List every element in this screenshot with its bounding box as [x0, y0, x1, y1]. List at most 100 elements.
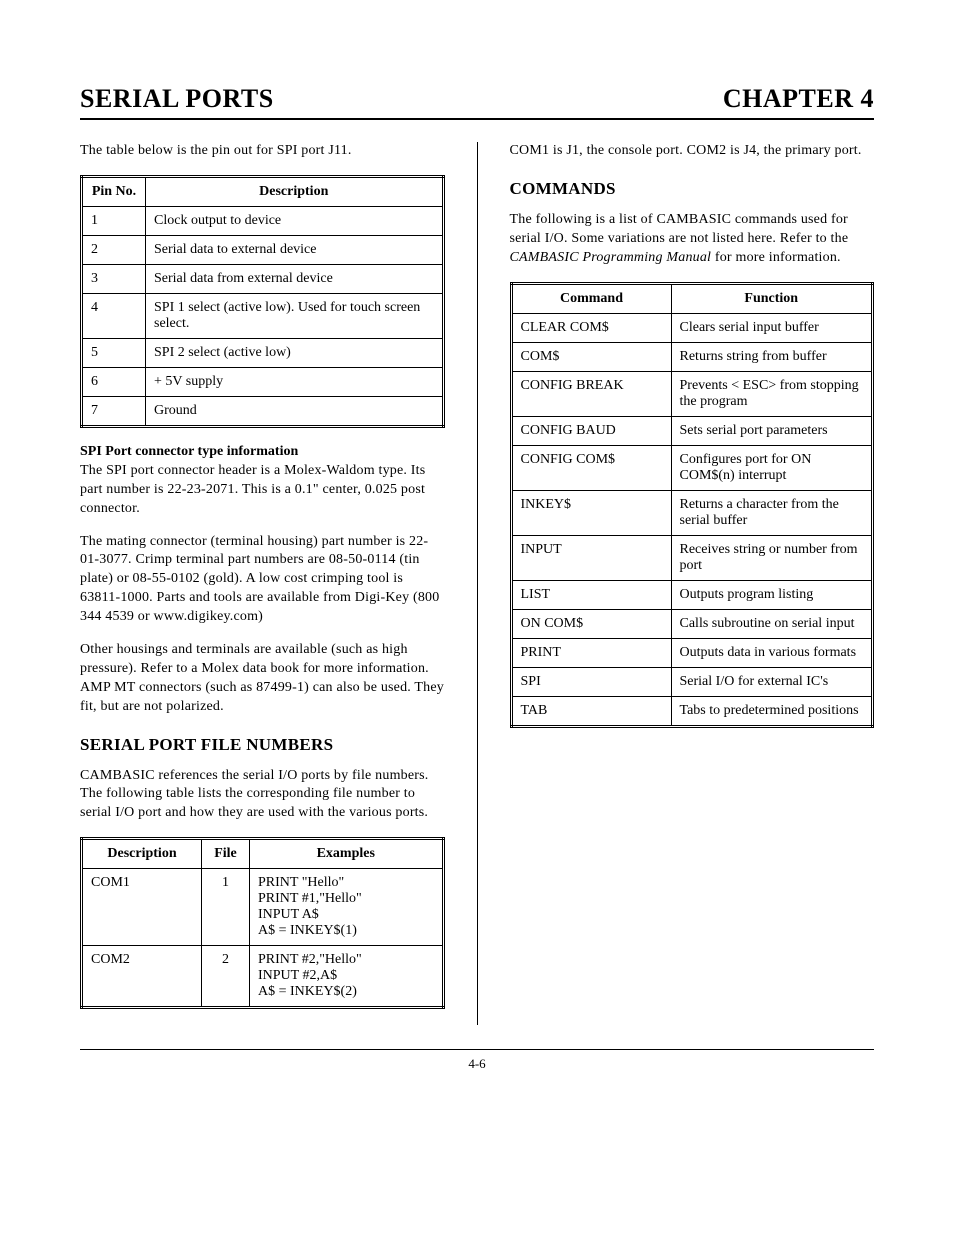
spi-paragraph-1: The SPI port connector header is a Molex… [80, 462, 445, 519]
file-examples-header: Examples [250, 839, 444, 869]
page-header: SERIAL PORTS CHAPTER 4 [80, 84, 874, 120]
table-row: COM$Returns string from buffer [511, 342, 873, 371]
table-row: COM1 1 PRINT "Hello" PRINT #1,"Hello" IN… [82, 869, 444, 946]
spi-paragraph-3: Other housings and terminals are availab… [80, 641, 445, 717]
table-row: CONFIG BREAKPrevents < ESC> from stoppin… [511, 371, 873, 416]
commands-ital: CAMBASIC Programming Manual [510, 250, 712, 265]
desc-cell: Serial data from external device [146, 264, 444, 293]
desc-cell: + 5V supply [146, 367, 444, 396]
table-row: SPISerial I/O for external IC's [511, 667, 873, 696]
file-table: Description File Examples COM1 1 PRINT "… [80, 837, 445, 1009]
func-cell: Returns a character from the serial buff… [671, 490, 873, 535]
file-examples-cell: PRINT "Hello" PRINT #1,"Hello" INPUT A$ … [250, 869, 444, 946]
cmd-cell: CLEAR COM$ [511, 313, 671, 342]
func-cell: Prevents < ESC> from stopping the progra… [671, 371, 873, 416]
table-row: PRINTOutputs data in various formats [511, 638, 873, 667]
func-cell: Calls subroutine on serial input [671, 609, 873, 638]
cmd-cell: CONFIG BREAK [511, 371, 671, 416]
table-row: ON COM$Calls subroutine on serial input [511, 609, 873, 638]
commands-table: Command Function CLEAR COM$Clears serial… [510, 282, 875, 728]
table-row: CLEAR COM$Clears serial input buffer [511, 313, 873, 342]
cmd-cell: INPUT [511, 535, 671, 580]
pin-cell: 3 [82, 264, 146, 293]
table-header-row: Pin No. Description [82, 176, 444, 206]
file-num-header: File [202, 839, 250, 869]
table-row: INKEY$Returns a character from the seria… [511, 490, 873, 535]
table-row: 1Clock output to device [82, 206, 444, 235]
file-num-cell: 2 [202, 946, 250, 1008]
cmd-cell: PRINT [511, 638, 671, 667]
table-row: CONFIG BAUDSets serial port parameters [511, 416, 873, 445]
pin-cell: 1 [82, 206, 146, 235]
func-cell: Clears serial input buffer [671, 313, 873, 342]
desc-cell: SPI 2 select (active low) [146, 338, 444, 367]
pin-table: Pin No. Description 1Clock output to dev… [80, 175, 445, 428]
commands-pre: The following is a list of CAMBASIC comm… [510, 212, 849, 246]
table-header-row: Command Function [511, 283, 873, 313]
com-ports-paragraph: COM1 is J1, the console port. COM2 is J4… [510, 142, 875, 161]
file-desc-header: Description [82, 839, 202, 869]
func-cell: Returns string from buffer [671, 342, 873, 371]
pin-cell: 2 [82, 235, 146, 264]
commands-post: for more information. [711, 250, 841, 265]
table-header-row: Description File Examples [82, 839, 444, 869]
table-row: LISTOutputs program listing [511, 580, 873, 609]
func-cell: Receives string or number from port [671, 535, 873, 580]
header-title-right: CHAPTER 4 [723, 84, 874, 114]
func-cell: Serial I/O for external IC's [671, 667, 873, 696]
func-cell: Tabs to predetermined positions [671, 696, 873, 726]
pin-cell: 7 [82, 396, 146, 426]
desc-cell: Ground [146, 396, 444, 426]
header-title-left: SERIAL PORTS [80, 84, 274, 114]
func-cell: Outputs program listing [671, 580, 873, 609]
right-column: COM1 is J1, the console port. COM2 is J4… [510, 142, 875, 1025]
pin-cell: 5 [82, 338, 146, 367]
table-row: 6+ 5V supply [82, 367, 444, 396]
table-row: 3Serial data from external device [82, 264, 444, 293]
column-divider [477, 142, 478, 1025]
commands-paragraph: The following is a list of CAMBASIC comm… [510, 211, 875, 268]
table-row: INPUTReceives string or number from port [511, 535, 873, 580]
content-columns: The table below is the pin out for SPI p… [80, 142, 874, 1025]
table-row: 7Ground [82, 396, 444, 426]
file-desc-cell: COM2 [82, 946, 202, 1008]
page: SERIAL PORTS CHAPTER 4 The table below i… [0, 0, 954, 1112]
func-cell: Outputs data in various formats [671, 638, 873, 667]
left-column: The table below is the pin out for SPI p… [80, 142, 445, 1025]
cmd-cell: CONFIG COM$ [511, 445, 671, 490]
pin-cell: 4 [82, 293, 146, 338]
cmd-cell: SPI [511, 667, 671, 696]
table-row: 4SPI 1 select (active low). Used for tou… [82, 293, 444, 338]
table-row: COM2 2 PRINT #2,"Hello" INPUT #2,A$ A$ =… [82, 946, 444, 1008]
func-header: Function [671, 283, 873, 313]
file-numbers-heading: SERIAL PORT FILE NUMBERS [80, 735, 445, 755]
table-row: TABTabs to predetermined positions [511, 696, 873, 726]
cmd-cell: LIST [511, 580, 671, 609]
cmd-cell: ON COM$ [511, 609, 671, 638]
page-footer: 4-6 [80, 1049, 874, 1072]
pin-header: Pin No. [82, 176, 146, 206]
cmd-cell: TAB [511, 696, 671, 726]
func-cell: Sets serial port parameters [671, 416, 873, 445]
file-examples-cell: PRINT #2,"Hello" INPUT #2,A$ A$ = INKEY$… [250, 946, 444, 1008]
file-desc-cell: COM1 [82, 869, 202, 946]
desc-cell: Clock output to device [146, 206, 444, 235]
intro-text: The table below is the pin out for SPI p… [80, 142, 445, 161]
spi-paragraph-2: The mating connector (terminal housing) … [80, 533, 445, 627]
spi-subhead: SPI Port connector type information [80, 444, 445, 460]
cmd-cell: COM$ [511, 342, 671, 371]
table-row: 2Serial data to external device [82, 235, 444, 264]
desc-cell: SPI 1 select (active low). Used for touc… [146, 293, 444, 338]
cmd-cell: INKEY$ [511, 490, 671, 535]
file-numbers-paragraph: CAMBASIC references the serial I/O ports… [80, 767, 445, 824]
pin-cell: 6 [82, 367, 146, 396]
table-row: CONFIG COM$Configures port for ON COM$(n… [511, 445, 873, 490]
commands-heading: COMMANDS [510, 179, 875, 199]
file-num-cell: 1 [202, 869, 250, 946]
cmd-header: Command [511, 283, 671, 313]
func-cell: Configures port for ON COM$(n) interrupt [671, 445, 873, 490]
table-row: 5SPI 2 select (active low) [82, 338, 444, 367]
desc-header: Description [146, 176, 444, 206]
cmd-cell: CONFIG BAUD [511, 416, 671, 445]
desc-cell: Serial data to external device [146, 235, 444, 264]
